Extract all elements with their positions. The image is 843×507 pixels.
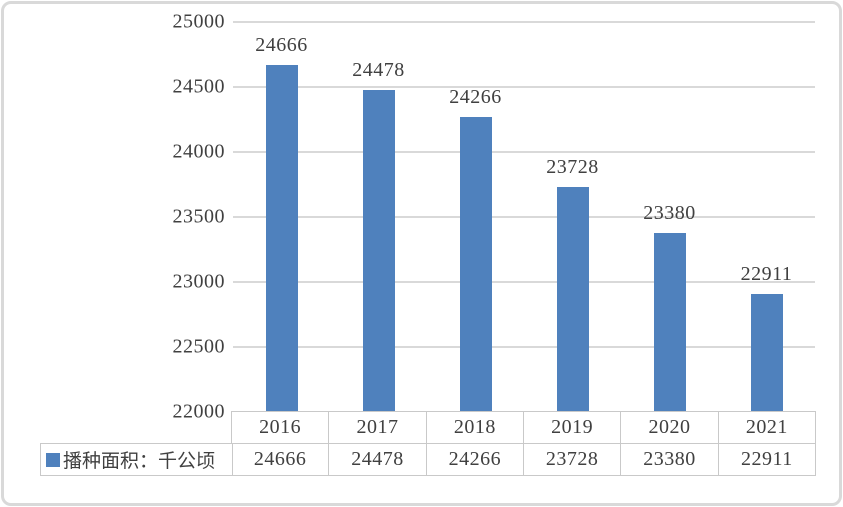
plot-area: 24666 24478 24266 23728 23380 22911 (233, 21, 815, 412)
bar-2020 (653, 232, 686, 412)
y-tick-label: 24000 (172, 140, 225, 163)
bar-2019 (556, 187, 589, 412)
gridline (233, 280, 815, 283)
bar-2018 (459, 117, 492, 412)
gridline (233, 216, 815, 218)
y-axis: 25000 24500 24000 23500 23000 22500 22000 (0, 11, 225, 423)
data-label-2018: 24266 (449, 86, 502, 109)
y-tick-label: 25000 (172, 10, 225, 33)
y-tick-label: 22500 (172, 335, 225, 358)
table-year-cell: 2017 (328, 411, 427, 444)
data-table: 2016 2017 2018 2019 2020 2021 24666 24478 24266… (231, 411, 816, 476)
y-tick-label: 24500 (172, 75, 225, 98)
gridline (233, 150, 815, 153)
data-label-2020: 23380 (643, 201, 696, 224)
legend: 播种面积：千公顷 (40, 443, 233, 476)
table-value-cell: 24478 (328, 443, 427, 476)
table-year-cell: 2021 (717, 411, 816, 444)
bar-column-2020: 23380 (621, 22, 718, 412)
series-marker-icon (46, 452, 60, 467)
table-row-years: 2016 2017 2018 2019 2020 2021 (231, 411, 816, 444)
bar-2021 (750, 293, 783, 412)
bar-column-2016: 24666 (233, 22, 330, 412)
y-tick-label: 22000 (172, 400, 225, 423)
gridline (233, 21, 815, 23)
table-value-cell: 22911 (717, 443, 816, 476)
table-value-cell: 24266 (425, 443, 524, 476)
bar-2017 (362, 89, 395, 412)
data-label-2019: 23728 (546, 156, 599, 179)
data-label-2017: 24478 (352, 58, 405, 81)
data-label-2021: 22911 (740, 262, 793, 285)
bar-column-2021: 22911 (718, 22, 815, 412)
data-label-2016: 24666 (255, 34, 308, 57)
table-year-cell: 2018 (425, 411, 524, 444)
legend-label: 播种面积：千公顷 (63, 451, 216, 472)
y-tick-label: 23500 (172, 205, 225, 228)
bar-column-2018: 24266 (427, 22, 524, 412)
table-year-cell: 2016 (231, 411, 330, 444)
bar-2016 (265, 65, 298, 412)
table-value-cell: 23728 (523, 443, 622, 476)
table-value-cell: 23380 (620, 443, 719, 476)
table-year-cell: 2020 (620, 411, 719, 444)
bar-column-2019: 23728 (524, 22, 621, 412)
table-value-cell: 24666 (231, 443, 330, 476)
gridline (233, 346, 815, 348)
bar-column-2017: 24478 (330, 22, 427, 412)
table-row-values: 24666 24478 24266 23728 23380 22911 (231, 443, 816, 476)
bar-series: 24666 24478 24266 23728 23380 22911 (233, 22, 815, 412)
table-year-cell: 2019 (523, 411, 622, 444)
gridline (233, 85, 815, 88)
y-tick-label: 23000 (172, 270, 225, 293)
